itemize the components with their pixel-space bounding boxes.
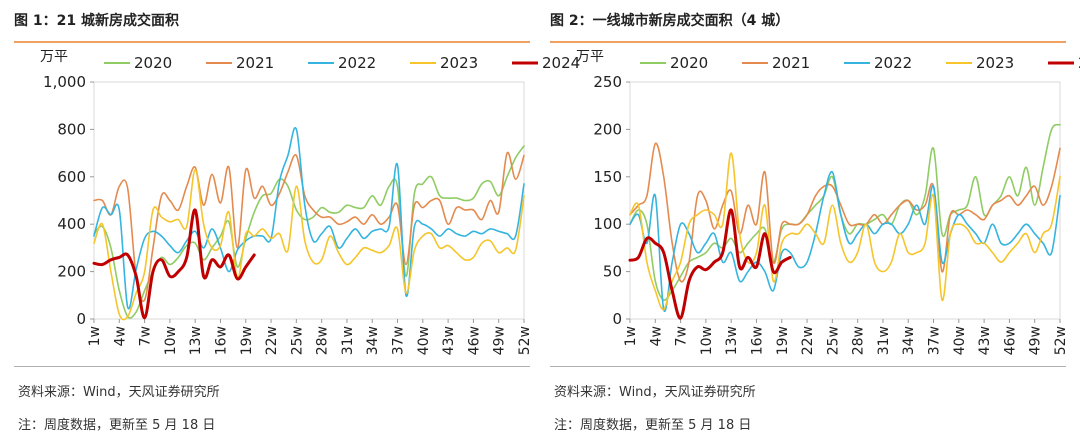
series-line-2022 bbox=[629, 170, 1061, 313]
y-tick-label: 100 bbox=[593, 215, 622, 233]
legend-label-2020: 2020 bbox=[670, 54, 708, 72]
legend-label-2023: 2023 bbox=[440, 54, 478, 72]
title-rule bbox=[14, 41, 530, 43]
chart-panel-2: 图 2：一线城市新房成交面积（4 城） 0 50 100 150 200 250 万平 1w 4… bbox=[550, 0, 1080, 439]
series-line-2024 bbox=[92, 208, 256, 320]
x-tick-label: 43w bbox=[441, 326, 457, 355]
x-tick-label: 4w bbox=[112, 326, 128, 346]
line-chart: 0 50 100 150 200 250 万平 1w 4w 7w 10w 13w 16w 19w 22w 25… bbox=[576, 49, 1080, 355]
x-tick-label: 10w bbox=[699, 326, 715, 355]
y-tick-label: 200 bbox=[57, 263, 86, 281]
x-tick-label: 49w bbox=[492, 326, 508, 355]
legend-label-2021: 2021 bbox=[236, 54, 274, 72]
x-tick-label: 34w bbox=[901, 326, 917, 355]
y-tick-label: 400 bbox=[57, 215, 86, 233]
footer-rule bbox=[550, 366, 1066, 367]
plot-frame bbox=[629, 81, 1061, 320]
x-tick-label: 7w bbox=[674, 326, 690, 346]
y-axis-label: 万平 bbox=[40, 49, 68, 65]
series-line-2022 bbox=[93, 126, 525, 310]
x-tick-label: 31w bbox=[340, 326, 356, 355]
y-tick-label: 800 bbox=[57, 120, 86, 138]
series-line-2023 bbox=[93, 168, 525, 321]
y-tick-label: 250 bbox=[593, 73, 622, 91]
x-tick-label: 37w bbox=[927, 326, 943, 355]
y-tick-label: 200 bbox=[593, 120, 622, 138]
y-tick-label: 0 bbox=[76, 310, 86, 328]
x-tick-label: 1w bbox=[623, 326, 639, 346]
series-line-2021 bbox=[93, 151, 525, 302]
legend-label-2022: 2022 bbox=[338, 54, 376, 72]
source-note: 资料来源：Wind，天风证券研究所 bbox=[554, 385, 756, 400]
x-tick-label: 1w bbox=[87, 326, 103, 346]
footer-rule bbox=[14, 366, 530, 367]
x-tick-label: 7w bbox=[138, 326, 154, 346]
legend-label-2020: 2020 bbox=[134, 54, 172, 72]
x-tick-label: 28w bbox=[851, 326, 867, 355]
x-tick-label: 16w bbox=[213, 326, 229, 355]
y-tick-label: 0 bbox=[612, 310, 622, 328]
legend-label-2024: 2024 bbox=[542, 54, 580, 72]
x-tick-label: 10w bbox=[163, 326, 179, 355]
source-note: 资料来源：Wind，天风证券研究所 bbox=[18, 385, 220, 400]
x-tick-label: 34w bbox=[365, 326, 381, 355]
chart-title: 图 2：一线城市新房成交面积（4 城） bbox=[550, 13, 790, 29]
y-tick-label: 50 bbox=[603, 263, 622, 281]
x-tick-label: 52w bbox=[1053, 326, 1069, 355]
x-tick-label: 43w bbox=[977, 326, 993, 355]
title-rule bbox=[550, 41, 1066, 43]
plot-frame bbox=[93, 81, 525, 320]
series-line-2024 bbox=[628, 208, 792, 320]
y-tick-label: 150 bbox=[593, 168, 622, 186]
line-chart: 0 200 400 600 800 1,000 万平 1w 4w 7w 10w 13w 16w 19w 22… bbox=[40, 49, 580, 355]
update-note: 注：周度数据，更新至 5 月 18 日 bbox=[18, 418, 216, 433]
x-tick-label: 4w bbox=[648, 326, 664, 346]
series-line-2023 bbox=[629, 152, 1061, 311]
x-tick-label: 16w bbox=[749, 326, 765, 355]
x-tick-label: 13w bbox=[724, 326, 740, 355]
x-tick-label: 46w bbox=[1002, 326, 1018, 355]
x-tick-label: 31w bbox=[876, 326, 892, 355]
x-tick-label: 49w bbox=[1028, 326, 1044, 355]
y-axis-label: 万平 bbox=[576, 49, 604, 65]
x-tick-label: 25w bbox=[289, 326, 305, 355]
legend-label-2023: 2023 bbox=[976, 54, 1014, 72]
x-tick-label: 40w bbox=[416, 326, 432, 355]
series-line-2021 bbox=[629, 142, 1061, 283]
x-tick-label: 22w bbox=[264, 326, 280, 355]
legend-label-2024: 2024 bbox=[1078, 54, 1080, 72]
x-tick-label: 52w bbox=[517, 326, 533, 355]
y-tick-label: 1,000 bbox=[43, 73, 86, 91]
x-tick-label: 28w bbox=[315, 326, 331, 355]
x-tick-label: 37w bbox=[391, 326, 407, 355]
x-tick-label: 13w bbox=[188, 326, 204, 355]
legend-label-2021: 2021 bbox=[772, 54, 810, 72]
x-tick-label: 22w bbox=[800, 326, 816, 355]
x-tick-label: 19w bbox=[775, 326, 791, 355]
update-note: 注：周度数据，更新至 5 月 18 日 bbox=[554, 418, 752, 433]
legend-label-2022: 2022 bbox=[874, 54, 912, 72]
x-tick-label: 46w bbox=[466, 326, 482, 355]
chart-panel-1: 图 1：21 城新房成交面积 0 200 400 600 800 1,000 万平 1w 4w 7… bbox=[14, 0, 580, 439]
x-tick-label: 25w bbox=[825, 326, 841, 355]
series-line-2020 bbox=[93, 145, 525, 319]
x-tick-label: 19w bbox=[239, 326, 255, 355]
chart-title: 图 1：21 城新房成交面积 bbox=[14, 13, 179, 29]
y-tick-label: 600 bbox=[57, 168, 86, 186]
x-tick-label: 40w bbox=[952, 326, 968, 355]
